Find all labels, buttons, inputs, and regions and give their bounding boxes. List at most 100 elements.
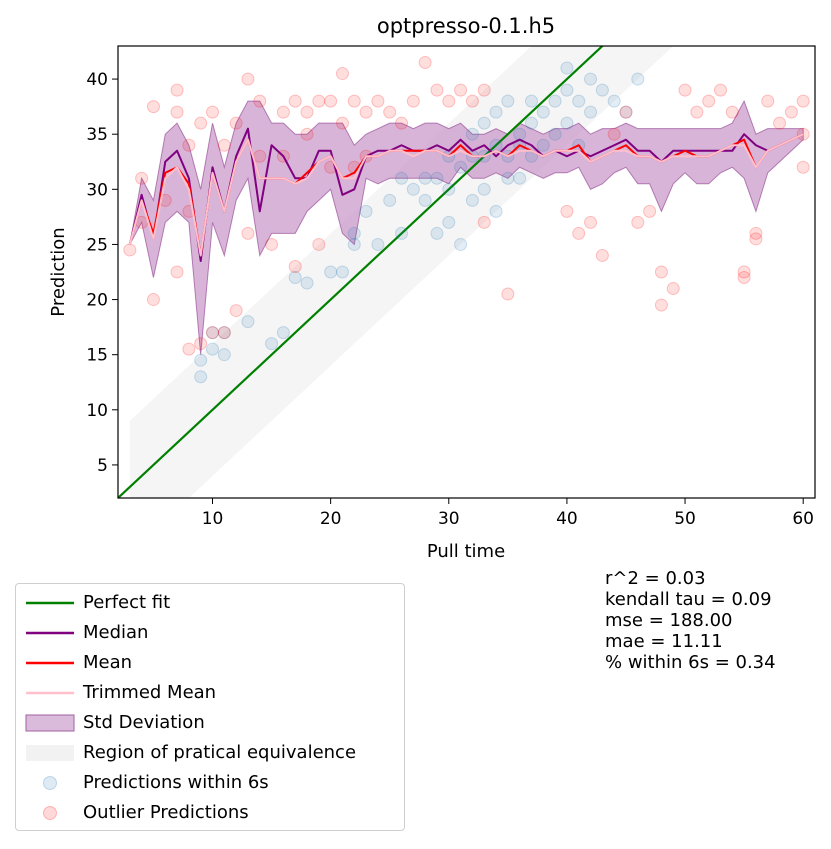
within-point xyxy=(513,171,527,185)
stat-r2: r^2 = 0.03 xyxy=(605,568,706,589)
legend-label: Std Deviation xyxy=(83,712,205,733)
x-tick-label: 10 xyxy=(202,509,224,529)
stats-block: r^2 = 0.03 kendall tau = 0.09 mse = 188.… xyxy=(605,568,776,673)
outlier-point xyxy=(737,271,751,285)
outlier-point xyxy=(465,94,479,108)
within-point xyxy=(241,315,255,329)
within-point xyxy=(406,182,420,196)
within-point xyxy=(418,171,432,185)
within-point xyxy=(217,326,231,340)
within-point xyxy=(206,342,220,356)
y-axis-label: Prediction xyxy=(48,227,69,316)
stat-within: % within 6s = 0.34 xyxy=(605,652,776,673)
outlier-point xyxy=(123,243,137,257)
y-tick-label: 10 xyxy=(86,401,108,421)
y-tick-label: 35 xyxy=(86,125,108,145)
outlier-point xyxy=(678,83,692,97)
outlier-point xyxy=(288,94,302,108)
legend-label: Region of pratical equivalence xyxy=(83,742,357,763)
within-point xyxy=(560,61,574,75)
legend-swatch-outlier xyxy=(43,806,57,820)
outlier-point xyxy=(288,259,302,273)
y-tick-label: 15 xyxy=(86,346,108,366)
outlier-point xyxy=(631,215,645,229)
within-point xyxy=(572,94,586,108)
y-tick-label: 30 xyxy=(86,180,108,200)
within-point xyxy=(513,127,527,141)
stat-mae: mae = 11.11 xyxy=(605,631,723,652)
within-point xyxy=(548,127,562,141)
outlier-point xyxy=(749,226,763,240)
outlier-point xyxy=(146,100,160,114)
within-point xyxy=(465,127,479,141)
outlier-point xyxy=(312,94,326,108)
outlier-point xyxy=(595,248,609,262)
outlier-point xyxy=(501,287,515,301)
within-point xyxy=(371,237,385,251)
outlier-point xyxy=(654,298,668,312)
outlier-point xyxy=(572,226,586,240)
outlier-point xyxy=(335,67,349,81)
x-tick-label: 30 xyxy=(438,509,460,529)
outlier-point xyxy=(406,94,420,108)
outlier-point xyxy=(725,105,739,119)
median-line xyxy=(128,127,804,262)
within-point xyxy=(194,370,208,384)
outlier-point xyxy=(560,204,574,218)
chart-title: optpresso-0.1.h5 xyxy=(377,14,555,38)
within-point xyxy=(524,116,538,130)
legend-item-trimmed-mean: Trimmed Mean xyxy=(16,678,404,708)
outlier-point xyxy=(217,138,231,152)
outlier-point xyxy=(300,105,314,119)
within-point xyxy=(347,237,361,251)
outlier-point xyxy=(454,83,468,97)
outlier-point xyxy=(194,116,208,130)
legend-swatch-perfect-fit xyxy=(26,601,74,605)
outlier-point xyxy=(146,293,160,307)
outlier-point xyxy=(796,160,810,174)
legend-label: Median xyxy=(83,622,149,643)
within-point xyxy=(489,138,503,152)
within-point xyxy=(477,116,491,130)
outlier-point xyxy=(643,204,657,218)
within-point xyxy=(265,337,279,351)
legend-swatch-equivalence-region xyxy=(26,745,74,761)
outlier-point xyxy=(737,265,751,279)
outlier-point xyxy=(713,83,727,97)
y-tick-label: 40 xyxy=(86,70,108,90)
legend-label: Trimmed Mean xyxy=(83,682,217,703)
within-point xyxy=(276,326,290,340)
legend-swatch-median xyxy=(26,631,74,635)
legend-item-equivalence-region: Region of pratical equivalence xyxy=(16,738,404,768)
outlier-point xyxy=(206,105,220,119)
x-tick-label: 40 xyxy=(556,509,578,529)
outlier-point xyxy=(135,171,149,185)
legend-item-median: Median xyxy=(16,618,404,648)
within-point xyxy=(217,348,231,362)
outlier-point xyxy=(607,127,621,141)
within-point xyxy=(454,160,468,174)
within-point xyxy=(335,265,349,279)
outlier-point xyxy=(359,105,373,119)
within-point xyxy=(548,94,562,108)
within-point xyxy=(383,193,397,207)
outlier-point xyxy=(619,105,633,119)
chart: optpresso-0.1.h5 10 20 30 40 50 60 5 10 15 20 25 3… xyxy=(48,14,816,560)
equivalence-region xyxy=(129,46,674,498)
outlier-point xyxy=(265,237,279,251)
legend-label: Perfect fit xyxy=(83,592,171,613)
within-point xyxy=(430,171,444,185)
x-axis-label: Pull time xyxy=(427,541,505,560)
within-point xyxy=(489,105,503,119)
outlier-point xyxy=(324,94,338,108)
outlier-point xyxy=(690,105,704,119)
outlier-point xyxy=(761,94,775,108)
legend-swatch-trimmed-mean xyxy=(26,691,74,695)
within-point xyxy=(442,215,456,229)
legend-item-std-deviation: Std Deviation xyxy=(16,708,404,738)
outlier-point xyxy=(749,232,763,246)
within-point xyxy=(560,116,574,130)
outlier-point xyxy=(395,116,409,130)
within-point xyxy=(560,83,574,97)
outlier-point xyxy=(170,83,184,97)
